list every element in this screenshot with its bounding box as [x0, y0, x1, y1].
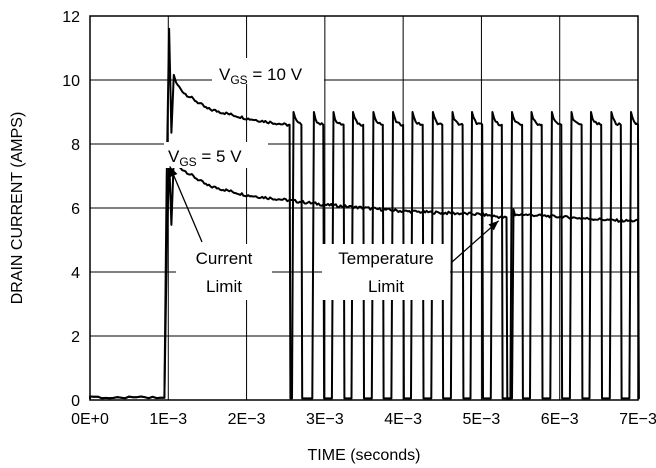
annotation-temperature-limit-arrowhead: [488, 220, 499, 231]
svg-text:VGS = 10 V: VGS = 10 V: [219, 65, 303, 87]
annotation-temperature-limit-arrow: [451, 220, 500, 263]
series-label-5-rest: = 5 V: [197, 147, 243, 166]
y-tick-label: 6: [71, 201, 80, 218]
x-tick-label: 3E−3: [306, 411, 344, 428]
x-tick-labels: 0E+0 1E−3 2E−3 3E−3 4E−3 5E−3 6E−3 7E−3: [71, 411, 656, 428]
y-tick-label: 10: [62, 73, 80, 90]
annotation-temperature-limit-line1: Temperature: [338, 249, 433, 268]
annotation-current-limit: Current Limit: [169, 166, 272, 300]
y-tick-labels: 0 2 4 6 8 10 12: [62, 9, 80, 410]
y-axis-label: DRAIN CURRENT (AMPS): [9, 112, 26, 305]
x-tick-label: 7E−3: [619, 411, 656, 428]
x-tick-label: 4E−3: [384, 411, 422, 428]
y-tick-label: 4: [71, 265, 80, 282]
x-tick-label: 6E−3: [541, 411, 579, 428]
svg-text:VGS = 5 V: VGS = 5 V: [168, 147, 242, 169]
annotation-current-limit-arrowhead: [169, 166, 178, 178]
annotation-temperature-limit: Temperature Limit: [322, 220, 500, 300]
series-label-5-sub: GS: [179, 155, 196, 169]
series-label-10-sub: GS: [230, 73, 247, 87]
x-axis-label: TIME (seconds): [308, 447, 421, 464]
annotation-temperature-limit-line2: Limit: [368, 277, 404, 296]
series-label-vgs-5: VGS = 5 V: [164, 142, 268, 169]
x-tick-label: 1E−3: [149, 411, 187, 428]
series-line-vgs-5: [89, 155, 640, 400]
x-tick-label: 5E−3: [463, 411, 501, 428]
annotation-current-limit-line2: Limit: [206, 277, 242, 296]
x-tick-label: 2E−3: [228, 411, 266, 428]
y-tick-label: 12: [62, 9, 80, 26]
series-label-10-main: V: [219, 65, 231, 84]
y-tick-label: 8: [71, 137, 80, 154]
traces: [89, 27, 640, 400]
series-label-10-rest: = 10 V: [248, 65, 303, 84]
annotation-current-limit-arrow: [169, 166, 203, 243]
series-line-vgs-10: [89, 27, 640, 400]
y-tick-label: 2: [71, 329, 80, 346]
series-label-5-main: V: [168, 147, 180, 166]
x-tick-label: 0E+0: [71, 411, 109, 428]
annotation-current-limit-line1: Current: [196, 249, 253, 268]
y-tick-label: 0: [71, 393, 80, 410]
series-label-vgs-10: VGS = 10 V: [212, 58, 324, 87]
